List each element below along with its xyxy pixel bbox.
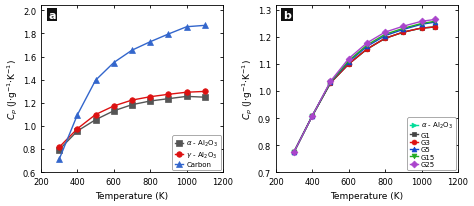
G3 [291, 151, 297, 153]
$\gamma$ - Al$_2$O$_3$ [165, 94, 171, 96]
Line: G25: G25 [292, 18, 438, 154]
$\alpha$ - Al$_2$O$_3$ [111, 110, 117, 112]
G5 [328, 82, 333, 84]
$\gamma$ - Al$_2$O$_3$ [129, 99, 135, 102]
G25 [382, 32, 388, 34]
Carbon [93, 80, 99, 82]
G5 [346, 61, 352, 64]
$\alpha$ - Al$_2$O$_3$ [184, 96, 190, 98]
G25 [328, 81, 333, 83]
G5 [310, 115, 315, 117]
$\alpha$ - Al$_2$O$_3$ [346, 63, 352, 66]
G25 [310, 115, 315, 117]
G15 [346, 60, 352, 63]
Line: $\gamma$ - Al$_2$O$_3$: $\gamma$ - Al$_2$O$_3$ [56, 89, 208, 150]
G15 [401, 28, 406, 30]
Line: $\alpha$ - Al$_2$O$_3$: $\alpha$ - Al$_2$O$_3$ [56, 94, 208, 153]
$\alpha$ - Al$_2$O$_3$ [328, 82, 333, 85]
$\alpha$ - Al$_2$O$_3$ [291, 151, 297, 153]
$\alpha$ - Al$_2$O$_3$ [93, 119, 99, 121]
Legend: $\alpha$ - Al$_2$O$_3$, G1, G3, G5, G15, G25: $\alpha$ - Al$_2$O$_3$, G1, G3, G5, G15,… [407, 118, 456, 170]
G25 [364, 42, 370, 45]
Carbon [56, 158, 62, 161]
$\gamma$ - Al$_2$O$_3$ [56, 146, 62, 149]
G3 [328, 82, 333, 85]
G1 [401, 32, 406, 34]
G15 [328, 81, 333, 84]
G15 [364, 45, 370, 47]
G3 [364, 49, 370, 51]
G1 [291, 151, 297, 153]
$\gamma$ - Al$_2$O$_3$ [202, 91, 208, 93]
$\alpha$ - Al$_2$O$_3$ [364, 49, 370, 51]
G15 [419, 23, 424, 26]
G1 [346, 63, 352, 66]
G25 [401, 26, 406, 28]
G15 [432, 21, 438, 23]
G25 [291, 151, 297, 153]
$\alpha$ - Al$_2$O$_3$ [165, 98, 171, 101]
Line: G1: G1 [292, 25, 438, 154]
G3 [346, 63, 352, 66]
Line: G15: G15 [292, 20, 438, 155]
Carbon [147, 41, 153, 44]
X-axis label: Temperature (K): Temperature (K) [95, 192, 169, 200]
G25 [346, 58, 352, 61]
$\gamma$ - Al$_2$O$_3$ [147, 96, 153, 98]
$\gamma$ - Al$_2$O$_3$ [111, 105, 117, 108]
G5 [382, 35, 388, 38]
$\alpha$ - Al$_2$O$_3$ [202, 96, 208, 99]
G1 [364, 49, 370, 51]
Text: b: b [283, 11, 291, 20]
$\alpha$ - Al$_2$O$_3$ [419, 28, 424, 30]
G3 [310, 115, 315, 117]
G5 [364, 46, 370, 48]
X-axis label: Temperature (K): Temperature (K) [330, 192, 403, 200]
Carbon [165, 34, 171, 36]
G1 [432, 27, 438, 29]
$\alpha$ - Al$_2$O$_3$ [147, 100, 153, 103]
G25 [419, 21, 424, 23]
G3 [432, 27, 438, 29]
$\alpha$ - Al$_2$O$_3$ [432, 27, 438, 29]
Carbon [184, 26, 190, 29]
$\gamma$ - Al$_2$O$_3$ [184, 91, 190, 94]
G5 [419, 24, 424, 26]
G3 [419, 28, 424, 30]
Line: Carbon: Carbon [56, 23, 208, 162]
G3 [382, 38, 388, 40]
$\gamma$ - Al$_2$O$_3$ [74, 128, 80, 130]
Text: a: a [48, 11, 56, 20]
G3 [401, 32, 406, 34]
G5 [401, 29, 406, 32]
G1 [382, 38, 388, 40]
G5 [432, 22, 438, 24]
Carbon [74, 114, 80, 117]
$\alpha$ - Al$_2$O$_3$ [382, 38, 388, 40]
$\alpha$ - Al$_2$O$_3$ [401, 32, 406, 34]
Carbon [202, 25, 208, 27]
Line: $\alpha$ - Al$_2$O$_3$: $\alpha$ - Al$_2$O$_3$ [292, 25, 438, 154]
G1 [310, 115, 315, 117]
$\alpha$ - Al$_2$O$_3$ [129, 104, 135, 107]
Line: G5: G5 [292, 21, 438, 154]
G5 [291, 151, 297, 153]
$\alpha$ - Al$_2$O$_3$ [74, 130, 80, 133]
Carbon [129, 50, 135, 52]
$\alpha$ - Al$_2$O$_3$ [56, 149, 62, 151]
G15 [310, 115, 315, 117]
$\gamma$ - Al$_2$O$_3$ [93, 114, 99, 116]
G15 [382, 34, 388, 36]
G1 [419, 28, 424, 30]
G15 [291, 151, 297, 153]
G1 [328, 82, 333, 85]
Carbon [111, 62, 117, 64]
G25 [432, 19, 438, 22]
Line: G3: G3 [292, 25, 438, 154]
$\alpha$ - Al$_2$O$_3$ [310, 115, 315, 117]
Y-axis label: $C_p$ (J$\cdot$g$^{-1}$$\cdot$K$^{-1}$): $C_p$ (J$\cdot$g$^{-1}$$\cdot$K$^{-1}$) [6, 59, 20, 119]
Legend: $\alpha$ - Al$_2$O$_3$, $\gamma$ - Al$_2$O$_3$, Carbon: $\alpha$ - Al$_2$O$_3$, $\gamma$ - Al$_2… [172, 136, 221, 170]
Y-axis label: $C_p$ (J$\cdot$g$^{-1}$$\cdot$K$^{-1}$): $C_p$ (J$\cdot$g$^{-1}$$\cdot$K$^{-1}$) [240, 59, 255, 119]
